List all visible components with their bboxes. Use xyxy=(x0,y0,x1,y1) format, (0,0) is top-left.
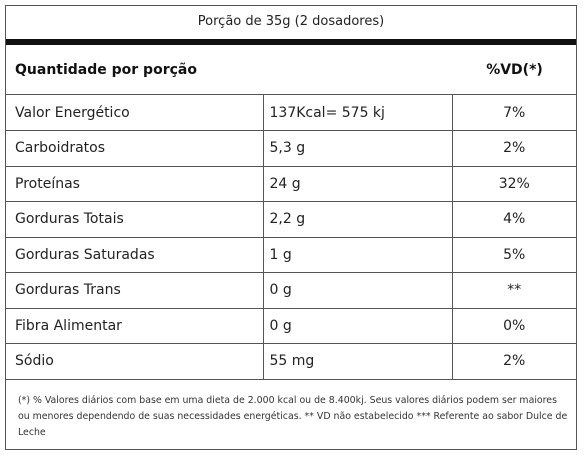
nutrient-amount: 55 mg xyxy=(263,343,453,380)
table-header: Quantidade por porção %VD(*) xyxy=(6,45,576,95)
nutrient-vd: ** xyxy=(452,272,576,309)
table-row: Gorduras Totais 2,2 g 4% xyxy=(6,201,576,238)
table-row: Proteínas 24 g 32% xyxy=(6,166,576,202)
nutrient-vd: 7% xyxy=(452,95,576,131)
nutrient-vd: 5% xyxy=(452,237,576,273)
nutrient-amount: 24 g xyxy=(263,166,453,202)
nutrient-vd: 2% xyxy=(452,343,576,380)
nutrient-amount: 1 g xyxy=(263,237,453,273)
nutrition-facts-panel: Porção de 35g (2 dosadores) Quantidade p… xyxy=(5,5,577,450)
table-row: Carboidratos 5,3 g 2% xyxy=(6,130,576,167)
nutrient-name: Proteínas xyxy=(6,166,264,202)
nutrition-table: Valor Energético 137Kcal= 575 kj 7% Carb… xyxy=(6,95,576,380)
nutrient-vd: 2% xyxy=(452,130,576,167)
nutrient-vd: 4% xyxy=(452,201,576,238)
daily-value-label: %VD(*) xyxy=(486,62,543,78)
serving-size: Porção de 35g (2 dosadores) xyxy=(197,14,385,29)
nutrient-name: Gorduras Trans xyxy=(6,272,264,309)
nutrient-amount: 5,3 g xyxy=(263,130,453,167)
table-row: Gorduras Saturadas 1 g 5% xyxy=(6,237,576,273)
table-row: Valor Energético 137Kcal= 575 kj 7% xyxy=(6,95,576,131)
nutrient-name: Gorduras Saturadas xyxy=(6,237,264,273)
table-row: Sódio 55 mg 2% xyxy=(6,343,576,380)
nutrient-amount: 0 g xyxy=(263,272,453,309)
nutrient-amount: 137Kcal= 575 kj xyxy=(263,95,453,131)
header-divider xyxy=(6,39,576,45)
nutrient-amount: 0 g xyxy=(263,308,453,344)
nutrient-name: Sódio xyxy=(6,343,264,380)
table-row: Fibra Alimentar 0 g 0% xyxy=(6,308,576,344)
nutrient-amount: 2,2 g xyxy=(263,201,453,238)
quantity-per-serving-label: Quantidade por porção xyxy=(15,62,197,78)
nutrient-name: Fibra Alimentar xyxy=(6,308,264,344)
table-row: Gorduras Trans 0 g ** xyxy=(6,272,576,309)
nutrient-vd: 32% xyxy=(452,166,576,202)
footnote: (*) % Valores diários com base em uma di… xyxy=(18,395,568,438)
nutrient-name: Valor Energético xyxy=(6,95,264,131)
nutrient-name: Carboidratos xyxy=(6,130,264,167)
nutrient-name: Gorduras Totais xyxy=(6,201,264,238)
nutrient-vd: 0% xyxy=(452,308,576,344)
